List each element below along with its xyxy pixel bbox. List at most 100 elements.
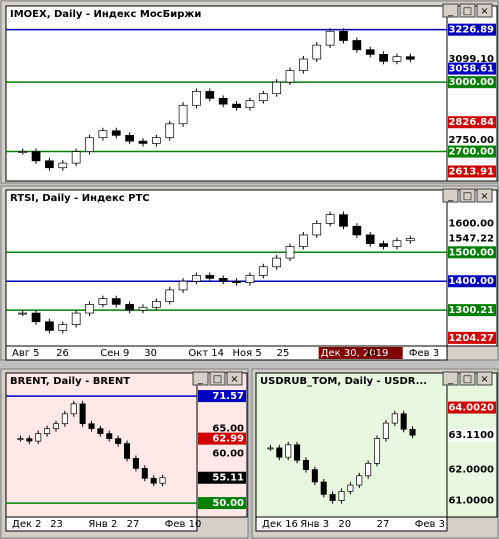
candle [17, 438, 24, 440]
plot-area [5, 372, 198, 518]
candle [338, 490, 345, 501]
window-button[interactable] [209, 371, 226, 386]
window-button[interactable] [459, 371, 476, 386]
candle [85, 137, 94, 152]
candle [312, 44, 322, 60]
price-label-bg [448, 401, 496, 414]
price-label-bg [448, 62, 496, 75]
price-label-bg [198, 471, 246, 484]
window-button[interactable] [476, 3, 493, 18]
candle [125, 135, 134, 142]
price-label: 2613.91 [448, 166, 494, 177]
candle [285, 444, 292, 458]
window-button[interactable] [459, 3, 476, 18]
price-label-bg [448, 494, 496, 507]
candle [329, 494, 336, 501]
price-label: 64.0020 [448, 403, 494, 414]
candle [106, 433, 113, 439]
window-button[interactable] [192, 371, 209, 386]
candle [159, 477, 166, 484]
window-button-icon[interactable]: _ [447, 374, 454, 385]
candle [365, 49, 375, 55]
price-label-bg [448, 246, 496, 259]
date-label: Окт 14 [188, 348, 224, 359]
price-label-bg [448, 217, 496, 230]
candle [141, 468, 148, 479]
window-button[interactable] [476, 188, 493, 203]
price-label: 63.1100 [448, 430, 494, 441]
candle [312, 223, 322, 236]
candle [285, 246, 295, 259]
candle [218, 277, 228, 282]
candle [379, 243, 388, 247]
window-title: USDRUB_TOM, Daily - USDR... [260, 376, 427, 387]
candle [339, 30, 348, 41]
candle [405, 56, 415, 60]
candle [88, 423, 95, 430]
price-label-bg [198, 447, 246, 460]
candle [245, 275, 255, 284]
date-label: Дек 30, 2019 [321, 348, 389, 359]
price-label-bg [448, 165, 496, 178]
date-label: Фев 3 [415, 519, 445, 530]
candle [150, 477, 157, 484]
candle [299, 234, 308, 247]
candle [125, 304, 134, 311]
window-button-icon[interactable]: □ [463, 191, 472, 202]
candle [70, 403, 77, 415]
window-button[interactable] [442, 371, 459, 386]
window-button-icon[interactable]: × [480, 191, 488, 202]
window-button[interactable] [442, 188, 459, 203]
price-label: 1500.00 [448, 247, 494, 258]
candle [352, 40, 362, 51]
window-button-icon[interactable]: × [480, 374, 488, 385]
price-label-bg [448, 331, 496, 344]
candle [26, 438, 33, 442]
window-button-icon[interactable]: □ [463, 374, 472, 385]
candle [272, 257, 282, 268]
window-button[interactable] [226, 371, 243, 386]
candle [400, 413, 407, 430]
window-button-icon[interactable]: _ [197, 374, 204, 385]
candle [218, 97, 228, 105]
price-label-bg [448, 275, 496, 288]
candle [320, 481, 327, 495]
candle [44, 428, 51, 434]
window-button-icon[interactable]: _ [447, 191, 454, 202]
candle [356, 475, 363, 486]
date-label: 23 [50, 519, 63, 530]
date-highlight [318, 347, 403, 359]
price-label-bg [448, 304, 496, 317]
candle [98, 298, 108, 305]
date-label: 30 [144, 348, 157, 359]
window-button-icon[interactable]: □ [463, 6, 472, 17]
price-label: 2826.84 [448, 117, 494, 128]
candle [151, 137, 161, 144]
date-label: Фев 3 [409, 348, 439, 359]
candle [18, 312, 28, 315]
window-button[interactable] [459, 188, 476, 203]
window-button-icon[interactable]: × [480, 6, 488, 17]
candle [392, 240, 402, 247]
price-label: 1204.27 [448, 333, 494, 344]
price-label-bg [448, 133, 496, 146]
candle [97, 428, 104, 434]
date-label: 20 [338, 519, 351, 530]
price-label-bg [198, 432, 246, 445]
window-button[interactable] [442, 3, 459, 18]
candle [276, 447, 283, 458]
window-button-icon[interactable]: □ [213, 374, 222, 385]
candle [71, 151, 81, 164]
window-button[interactable] [476, 371, 493, 386]
candle [31, 151, 41, 162]
window-button-icon[interactable]: _ [447, 6, 454, 17]
candle [45, 160, 54, 169]
candle [61, 413, 68, 425]
date-label: Авг 5 [12, 348, 40, 359]
price-axis [446, 189, 498, 347]
window-title: RTSI, Daily - Индекс РТС [10, 193, 150, 204]
candle [232, 103, 241, 108]
window-button-icon[interactable]: × [230, 374, 238, 385]
candle [18, 151, 28, 153]
